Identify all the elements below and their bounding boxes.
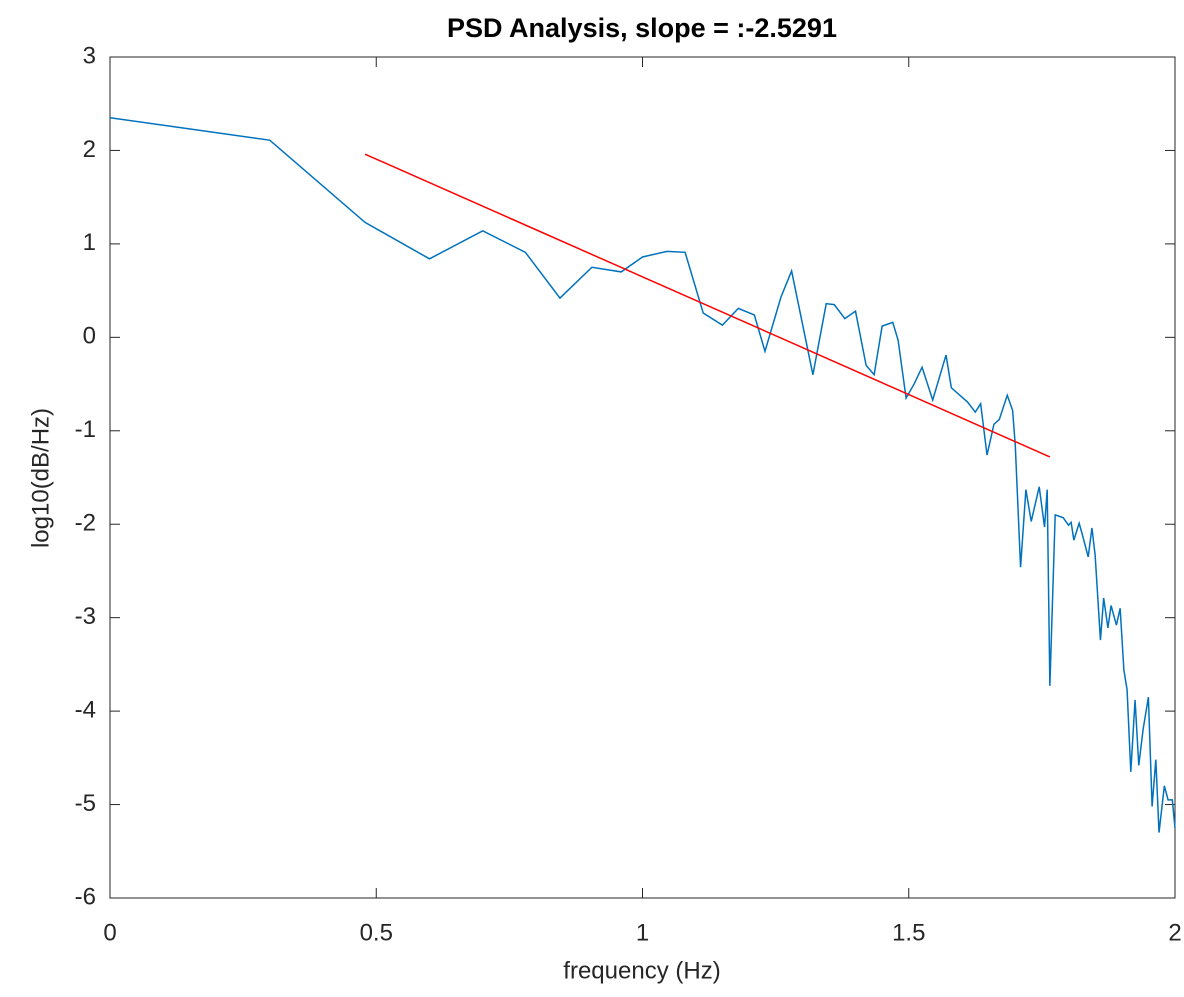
y-tick-label: 1 (83, 229, 96, 256)
x-tick-label: 0 (103, 919, 116, 946)
data-line (364, 153, 1051, 458)
y-tick-label: 3 (83, 42, 96, 69)
y-tick-label: -3 (75, 603, 96, 630)
plot-area (109, 56, 1176, 899)
y-axis-label: log10(dB/Hz) (27, 408, 54, 548)
y-tick-label: -6 (75, 883, 96, 910)
y-tick-label: 0 (83, 323, 96, 350)
x-tick-label: 0.5 (360, 919, 393, 946)
data-line (109, 116, 1176, 833)
y-tick-label: -4 (75, 696, 96, 723)
y-tick-label: -2 (75, 510, 96, 537)
y-tick-label: -1 (75, 416, 96, 443)
y-tick-label: -5 (75, 790, 96, 817)
x-tick-label: 1.5 (892, 919, 925, 946)
x-tick-label: 2 (1168, 919, 1181, 946)
x-tick-label: 1 (636, 919, 649, 946)
chart-title: PSD Analysis, slope = :-2.5291 (447, 13, 837, 43)
y-tick-label: 2 (83, 136, 96, 163)
x-axis-label: frequency (Hz) (563, 957, 720, 984)
